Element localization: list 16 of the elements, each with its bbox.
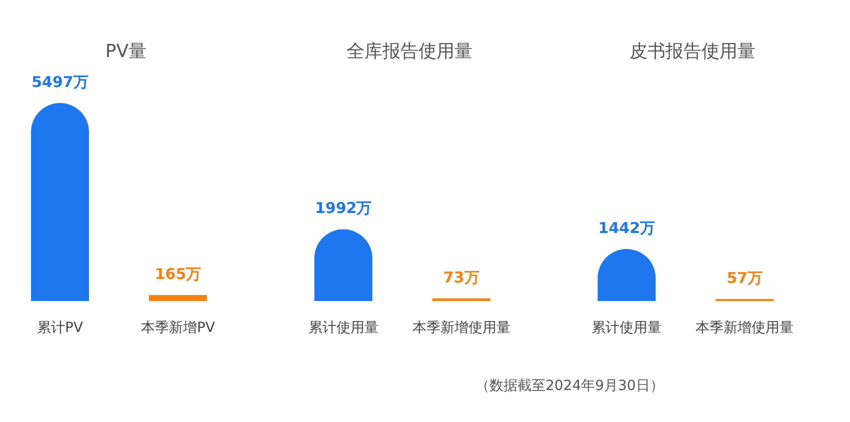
x-tick-label: 累计使用量 — [308, 320, 378, 336]
data-label: 1442万 — [598, 219, 656, 238]
chart-title: 全库报告使用量 — [346, 41, 472, 62]
data-label: 5497万 — [32, 73, 88, 91]
data-label: 73万 — [443, 268, 480, 286]
x-tick-label: 本季新增PV — [140, 320, 216, 336]
x-tick-label: 本季新增使用量 — [412, 320, 510, 336]
chart-title: 皮书报告使用量 — [630, 41, 756, 62]
text: （数据截至2024年9月30日） — [475, 378, 664, 394]
x-tick-label: 累计PV — [36, 320, 84, 336]
x-tick-label: 累计使用量 — [592, 320, 662, 336]
data-label: 165万 — [154, 265, 202, 284]
data-label: 1992万 — [314, 199, 372, 218]
x-tick-label: 本季新增使用量 — [696, 320, 794, 336]
data-label: 57万 — [726, 268, 763, 287]
chart-title: PV量 — [105, 41, 147, 62]
